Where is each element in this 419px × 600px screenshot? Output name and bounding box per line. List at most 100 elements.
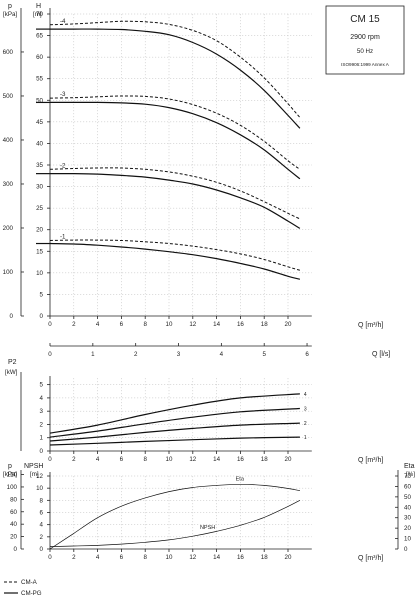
head-tick-label: 50 xyxy=(36,97,43,104)
power-x-tick-label: 20 xyxy=(285,456,292,463)
power-axis-unit: [kW] xyxy=(5,369,18,376)
npsh-x-tick-label: 14 xyxy=(213,554,220,561)
npsh-curve-label: NPSH xyxy=(200,525,215,531)
head-tick-label: 65 xyxy=(36,33,43,40)
stage-label: -1 xyxy=(60,234,66,241)
head-x-axis-title: Q [m³/h] xyxy=(358,322,383,329)
power-x-tick-label: 10 xyxy=(166,456,173,463)
power-tick-label: 3 xyxy=(40,408,44,415)
npsh-p-tick-label: 120 xyxy=(7,472,18,479)
npsh-x-axis-title: Q [m³/h] xyxy=(358,555,383,562)
power-tick-label: 4 xyxy=(40,395,44,402)
head-curve-cm-a xyxy=(49,95,301,170)
pressure-tick-label: 600 xyxy=(3,49,14,56)
npsh-p-unit: [kPa] xyxy=(3,471,17,478)
head-tick-label: 40 xyxy=(36,140,43,147)
ls-tick-label: 1 xyxy=(91,351,95,358)
power-x-tick-label: 0 xyxy=(48,456,52,463)
head-tick-label: 45 xyxy=(36,119,43,126)
power-x-tick-label: 16 xyxy=(237,456,244,463)
ls-tick-label: 3 xyxy=(177,351,181,358)
npsh-tick-label: 12 xyxy=(36,473,43,480)
head-x-tick-label: 18 xyxy=(261,321,268,328)
info-freq: 50 Hz xyxy=(357,48,373,55)
npsh-x-tick-label: 4 xyxy=(96,554,100,561)
power-curve-label: 2 xyxy=(304,421,307,427)
eta-axis-title: Eta xyxy=(404,463,415,470)
npsh-tick-label: 8 xyxy=(40,497,44,504)
eta-tick-label: 50 xyxy=(404,494,411,501)
pressure-tick-label: 0 xyxy=(10,313,14,320)
pressure-tick-label: 200 xyxy=(3,225,14,232)
head-tick-label: 60 xyxy=(36,54,43,61)
info-norm: ISO9906:1999 Annex A xyxy=(341,62,390,67)
head-tick-label: 35 xyxy=(36,162,43,169)
info-box xyxy=(325,5,405,75)
stage-label: -4 xyxy=(60,18,66,25)
npsh-x-tick-label: 12 xyxy=(189,554,196,561)
head-axis-unit: [m] xyxy=(33,11,42,18)
power-tick-label: 5 xyxy=(40,382,44,389)
pressure-axis-unit: [kPa] xyxy=(3,11,17,18)
power-tick-label: 2 xyxy=(40,421,44,428)
ls-tick-label: 2 xyxy=(134,351,138,358)
npsh-p-tick-label: 20 xyxy=(10,534,17,541)
ls-tick-label: 6 xyxy=(305,351,309,358)
head-tick-label: 20 xyxy=(36,227,43,234)
head-tick-label: 0 xyxy=(40,313,44,320)
power-x-tick-label: 14 xyxy=(213,456,220,463)
legend-label: CM-A xyxy=(21,579,38,586)
ls-tick-label: 5 xyxy=(262,351,266,358)
head-tick-label: 30 xyxy=(36,184,43,191)
legend-label: CM-PG xyxy=(21,590,42,597)
head-x-tick-label: 2 xyxy=(72,321,76,328)
head-curve-cm-pg xyxy=(49,242,301,280)
power-x-tick-label: 12 xyxy=(189,456,196,463)
npsh-x-tick-label: 10 xyxy=(166,554,173,561)
power-tick-label: 1 xyxy=(40,435,44,442)
head-x-tick-label: 10 xyxy=(166,321,173,328)
power-axis-title: P2 xyxy=(8,359,17,366)
head-tick-label: 5 xyxy=(40,291,44,298)
npsh-p-tick-label: 0 xyxy=(14,546,18,553)
npsh-x-tick-label: 8 xyxy=(143,554,147,561)
eta-tick-label: 20 xyxy=(404,525,411,532)
power-x-tick-label: 4 xyxy=(96,456,100,463)
head-x-tick-label: 8 xyxy=(143,321,147,328)
npsh-tick-label: 6 xyxy=(40,510,44,517)
pressure-tick-label: 500 xyxy=(3,93,14,100)
power-x-axis-title: Q [m³/h] xyxy=(358,457,383,464)
head-curve-cm-pg xyxy=(50,101,301,180)
npsh-p-tick-label: 100 xyxy=(7,484,18,491)
npsh-eta-curve xyxy=(49,483,300,550)
npsh-x-tick-label: 6 xyxy=(120,554,124,561)
npsh-p-tick-label: 40 xyxy=(10,521,17,528)
head-tick-label: 70 xyxy=(36,11,43,18)
npsh-x-tick-label: 18 xyxy=(261,554,268,561)
power-x-tick-label: 6 xyxy=(120,456,124,463)
eta-tick-label: 70 xyxy=(404,473,411,480)
power-curve-label: 3 xyxy=(304,407,307,413)
npsh-p-title: p xyxy=(8,463,12,470)
power-curve-label: 1 xyxy=(304,435,307,441)
head-curve-cm-pg xyxy=(50,28,301,129)
eta-tick-label: 10 xyxy=(404,536,411,543)
npsh-tick-label: 2 xyxy=(40,534,44,541)
eta-curve-label: Eta xyxy=(236,476,245,482)
npsh-tick-label: 10 xyxy=(36,485,43,492)
info-title: CM 15 xyxy=(350,14,380,25)
head-x-tick-label: 0 xyxy=(48,321,52,328)
npsh-tick-label: 0 xyxy=(40,546,44,553)
stage-label: -2 xyxy=(60,162,66,169)
head-x-tick-label: 6 xyxy=(120,321,124,328)
head-curve-cm-a xyxy=(49,239,301,271)
pressure-tick-label: 300 xyxy=(3,181,14,188)
npsh-eta-curve xyxy=(49,499,301,547)
pressure-tick-label: 100 xyxy=(3,269,14,276)
ls-tick-label: 0 xyxy=(48,351,52,358)
eta-axis-unit: [%] xyxy=(406,471,415,478)
power-curve-label: 4 xyxy=(304,392,307,398)
power-x-tick-label: 18 xyxy=(261,456,268,463)
head-tick-label: 10 xyxy=(36,270,43,277)
